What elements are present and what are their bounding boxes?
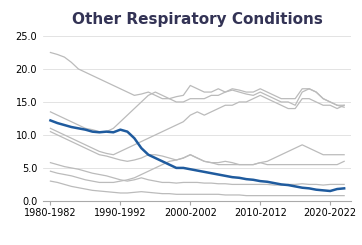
Title: Other Respiratory Conditions: Other Respiratory Conditions bbox=[72, 12, 323, 27]
